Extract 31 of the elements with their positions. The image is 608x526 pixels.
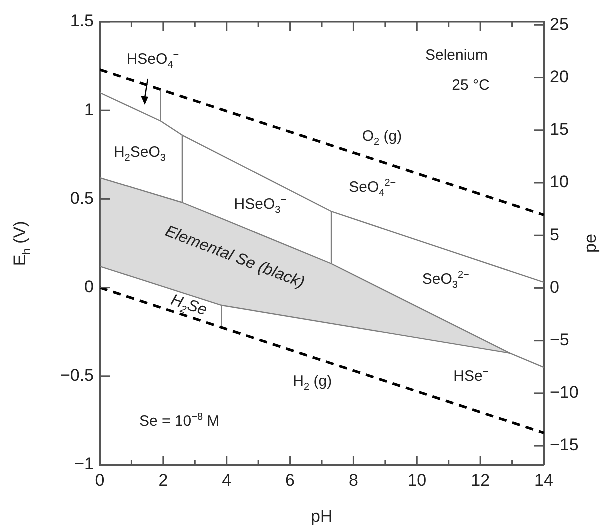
y-tick-label: 1	[84, 100, 94, 120]
y-tick-label: −0.5	[60, 366, 94, 386]
y-tick-label: 0	[84, 277, 94, 296]
annotation: O$_{2}$ (g)	[362, 128, 402, 148]
y2-tick-label: 25	[550, 14, 569, 34]
x-tick-label: 6	[286, 470, 296, 490]
annotation: H$_{2}$SeO$_{3}$	[114, 144, 166, 164]
x-tick-label: 12	[471, 470, 490, 490]
annotation: Se = 10$^{−8}$ M	[139, 412, 220, 430]
y2-tick-label: 0	[550, 278, 560, 297]
x-tick-label: 4	[222, 470, 232, 490]
annotation: H$_{2}$ (g)	[293, 372, 332, 393]
x-axis-title: pH	[311, 507, 333, 526]
y2-tick-label: −10	[550, 383, 579, 402]
x-tick-label: 10	[408, 470, 427, 490]
y-tick-label: 1.5	[70, 12, 94, 31]
y2-axis-title: pe	[580, 234, 600, 253]
y2-tick-label: −15	[550, 436, 579, 455]
y-tick-label: 0.5	[70, 188, 94, 208]
annotation: Selenium	[425, 47, 488, 64]
y-tick-label: −1	[74, 454, 94, 474]
x-tick-label: 14	[534, 470, 554, 490]
y2-tick-label: 10	[550, 172, 569, 192]
y2-tick-label: 20	[550, 67, 569, 86]
annotation: 25 °C	[452, 77, 490, 94]
x-tick-label: 2	[158, 470, 168, 490]
y2-tick-label: 15	[550, 120, 569, 140]
x-tick-label: 8	[348, 470, 358, 490]
annotation: HSe$^{−}$	[454, 367, 489, 386]
y2-tick-label: 5	[550, 225, 560, 244]
y2-tick-label: −5	[550, 330, 570, 350]
